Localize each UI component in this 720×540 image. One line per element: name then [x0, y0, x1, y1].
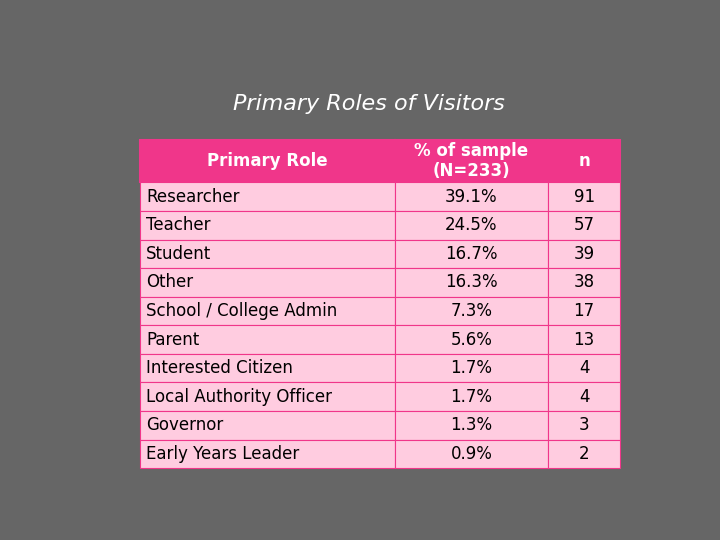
Bar — [140, 296, 395, 325]
Bar — [548, 354, 620, 382]
Bar — [395, 440, 548, 468]
Bar — [548, 325, 620, 354]
Text: Primary Role: Primary Role — [207, 152, 328, 170]
Text: % of sample
(N=233): % of sample (N=233) — [414, 141, 528, 180]
Bar — [395, 268, 548, 296]
Text: 4: 4 — [579, 388, 590, 406]
Bar — [395, 354, 548, 382]
Text: 3: 3 — [579, 416, 590, 434]
Bar — [548, 268, 620, 296]
Text: 24.5%: 24.5% — [445, 216, 498, 234]
Bar — [548, 296, 620, 325]
Bar — [140, 354, 395, 382]
Bar — [395, 296, 548, 325]
Bar — [395, 211, 548, 240]
Text: 16.3%: 16.3% — [445, 273, 498, 292]
Text: 1.7%: 1.7% — [450, 359, 492, 377]
Bar — [140, 240, 395, 268]
Text: 5.6%: 5.6% — [451, 330, 492, 348]
Bar — [140, 325, 395, 354]
Bar — [140, 268, 395, 296]
Text: Primary Roles of Visitors: Primary Roles of Visitors — [233, 94, 505, 114]
Bar — [140, 440, 395, 468]
Bar — [548, 211, 620, 240]
Text: 7.3%: 7.3% — [450, 302, 492, 320]
Bar — [548, 240, 620, 268]
Bar — [548, 183, 620, 211]
Text: 0.9%: 0.9% — [451, 445, 492, 463]
Text: Student: Student — [146, 245, 211, 263]
Bar — [548, 411, 620, 440]
Text: 16.7%: 16.7% — [445, 245, 498, 263]
Bar — [548, 140, 620, 183]
Bar — [548, 382, 620, 411]
Bar — [140, 140, 395, 183]
Text: Researcher: Researcher — [146, 187, 240, 206]
Text: Other: Other — [146, 273, 193, 292]
Text: n: n — [578, 152, 590, 170]
Text: 39: 39 — [574, 245, 595, 263]
Text: 17: 17 — [574, 302, 595, 320]
Text: School / College Admin: School / College Admin — [146, 302, 337, 320]
Text: 38: 38 — [574, 273, 595, 292]
Text: 39.1%: 39.1% — [445, 187, 498, 206]
Text: Interested Citizen: Interested Citizen — [146, 359, 293, 377]
Bar — [140, 382, 395, 411]
Bar — [140, 211, 395, 240]
Bar — [395, 411, 548, 440]
Bar — [140, 411, 395, 440]
Text: Parent: Parent — [146, 330, 199, 348]
Bar — [395, 382, 548, 411]
Bar — [395, 325, 548, 354]
Text: 57: 57 — [574, 216, 595, 234]
Text: 13: 13 — [574, 330, 595, 348]
Text: Early Years Leader: Early Years Leader — [146, 445, 300, 463]
Text: 2: 2 — [579, 445, 590, 463]
Text: 1.3%: 1.3% — [450, 416, 492, 434]
Bar — [548, 440, 620, 468]
Text: Teacher: Teacher — [146, 216, 210, 234]
Bar — [395, 140, 548, 183]
Bar — [395, 240, 548, 268]
Bar — [140, 183, 395, 211]
Text: 91: 91 — [574, 187, 595, 206]
Text: 4: 4 — [579, 359, 590, 377]
Bar — [395, 183, 548, 211]
Text: 1.7%: 1.7% — [450, 388, 492, 406]
Text: Governor: Governor — [146, 416, 223, 434]
Text: Local Authority Officer: Local Authority Officer — [146, 388, 332, 406]
